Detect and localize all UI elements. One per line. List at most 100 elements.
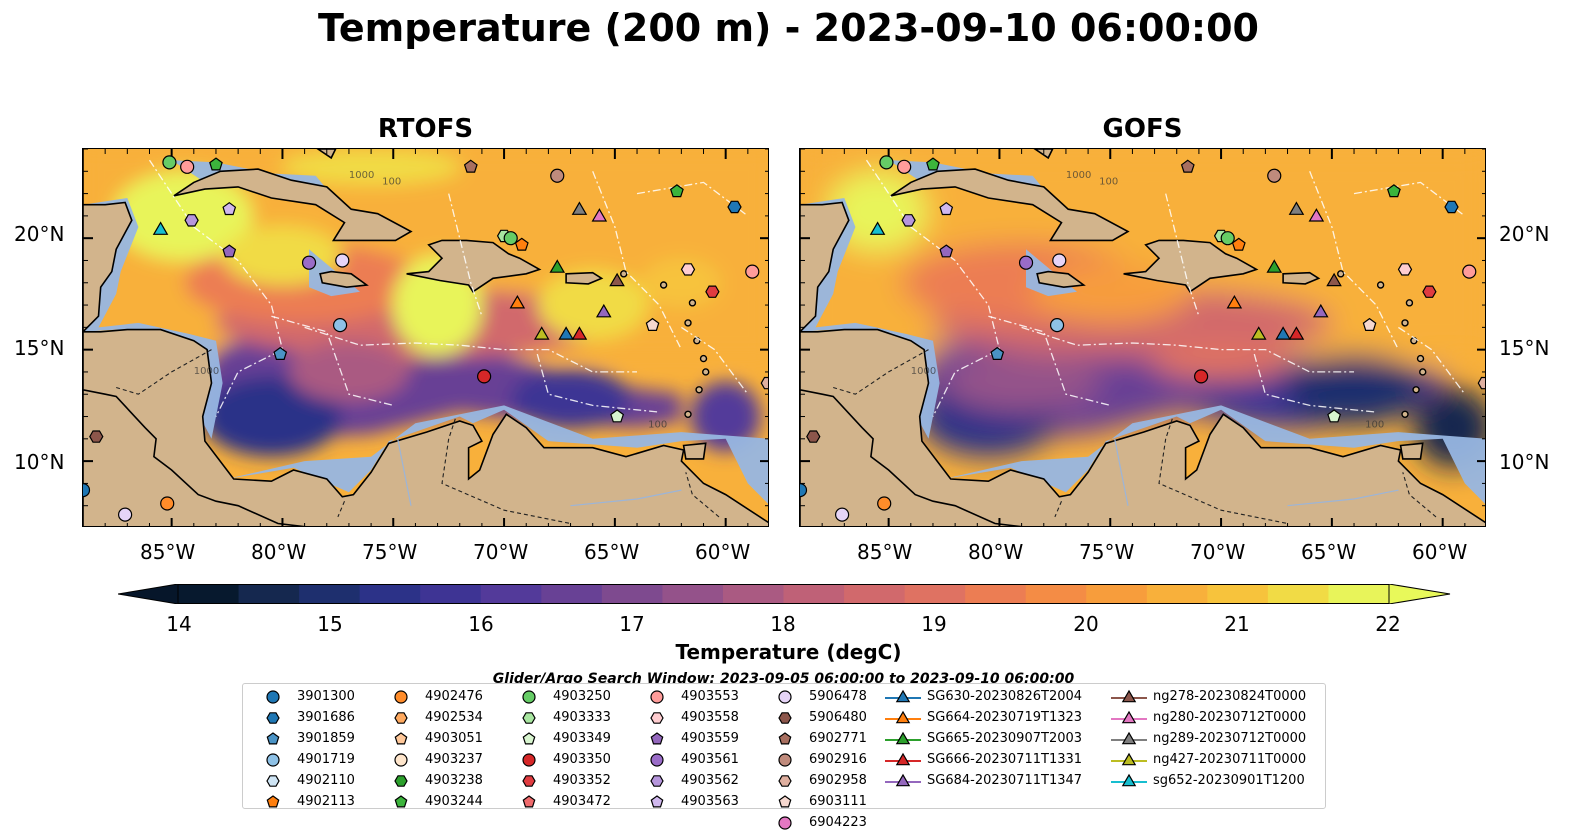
legend-marker-pentagon-icon (266, 795, 280, 808)
obs-marker-4903244 (926, 157, 940, 171)
colorbar-segment (1328, 584, 1390, 604)
legend-marker-pentagon-icon (650, 795, 664, 808)
legend-marker-circle-icon (650, 690, 664, 704)
obs-marker-SG664-20230719T1323 (1226, 294, 1243, 309)
legend-label: ng289-20230712T0000 (1153, 731, 1307, 746)
legend-label: 4903563 (681, 794, 739, 809)
colorbar-tick: 21 (1224, 612, 1250, 636)
legend-marker-hexagon-icon (778, 775, 792, 787)
colorbar-tick: 20 (1073, 612, 1099, 636)
contour-label: 1000 (1066, 170, 1091, 181)
obs-marker-ng280-20230712T0000 (1308, 208, 1325, 222)
lon-label-60w: 60°W (1412, 540, 1468, 564)
colorbar-tick: 22 (1375, 612, 1401, 636)
land-puerto-rico (1282, 271, 1321, 285)
land-jamaica (1036, 270, 1086, 289)
lon-label-85w: 85°W (857, 540, 913, 564)
colorbar-segment (480, 584, 542, 604)
legend-label: 3901859 (297, 731, 355, 746)
obs-marker-4903553 (180, 159, 195, 174)
legend-label: 6902916 (809, 752, 867, 767)
legend-label: SG684-20230711T1347 (927, 773, 1083, 788)
colorbar-segment (1025, 584, 1087, 604)
legend-label: 4903238 (425, 773, 483, 788)
colorbar-segment (541, 584, 603, 604)
legend-label: 3901300 (297, 689, 355, 704)
colorbar (118, 584, 1451, 604)
land-yucatan (800, 149, 850, 333)
legend-marker-hexagon-icon (394, 775, 408, 787)
legend-marker-hexagon-icon (394, 712, 408, 724)
legend-label: ng278-20230824T0000 (1153, 689, 1307, 704)
legend-marker-pentagon-icon (394, 732, 408, 745)
legend-marker-hexagon-icon (522, 712, 536, 724)
obs-marker-6902916 (1267, 168, 1282, 183)
obs-marker-4903563 (222, 201, 237, 216)
legend-label: SG666-20230711T1331 (927, 752, 1083, 767)
obs-marker-6903111 (1362, 317, 1377, 331)
obs-marker-SG630-20230826T2004 (558, 326, 574, 340)
legend-label: 6903111 (809, 794, 867, 809)
obs-marker-4903350 (1194, 369, 1209, 384)
legend-label: 4903244 (425, 794, 483, 809)
legend-label: SG664-20230719T1323 (927, 710, 1083, 725)
legend-label: 4903333 (553, 710, 611, 725)
legend-marker-hexagon-icon (650, 775, 664, 787)
legend-marker-triangle-icon (1121, 689, 1137, 703)
legend-label: 4903562 (681, 773, 739, 788)
legend-label: 6904223 (809, 815, 867, 830)
map-rtofs[interactable]: 1000 1000 100 100 (82, 148, 769, 527)
land-cuba (173, 168, 413, 242)
land-trinidad (682, 442, 707, 460)
obs-marker-3901300 (83, 483, 91, 498)
obs-marker-3901686 (727, 200, 742, 214)
obs-marker-4902476 (160, 496, 175, 511)
legend-marker-hexagon-icon (778, 712, 792, 724)
colorbar-segment (359, 584, 421, 604)
land-cuba (890, 168, 1130, 242)
colorbar-segment (965, 584, 1027, 604)
colorbar-segment (722, 584, 784, 604)
legend-marker-pentagon-icon (522, 795, 536, 808)
legend-label: 4903250 (553, 689, 611, 704)
obs-marker-6902958 (760, 376, 768, 390)
legend-label: 6902771 (809, 731, 867, 746)
legend-label: 4902113 (297, 794, 355, 809)
figure-title: Temperature (200 m) - 2023-09-10 06:00:0… (317, 6, 1259, 50)
legend-label: 4903558 (681, 710, 739, 725)
obs-marker-4902476 (877, 496, 892, 511)
legend-label: 4903051 (425, 731, 483, 746)
obs-marker-4903559 (939, 244, 954, 258)
colorbar-segment (662, 584, 724, 604)
legend-marker-pentagon-icon (778, 795, 792, 808)
legend-label: sg652-20230901T1200 (1153, 773, 1305, 788)
legend-marker-circle-icon (778, 753, 792, 767)
obs-marker-SG664-20230719T1323 (509, 294, 526, 309)
contour-label: 100 (382, 177, 401, 188)
map-gofs[interactable]: 1000 1000 100 100 (799, 148, 1486, 527)
colorbar-segment (783, 584, 845, 604)
legend-label: ng427-20230711T0000 (1153, 752, 1307, 767)
obs-marker-4903562 (901, 214, 916, 227)
obs-marker-5906478 (1052, 253, 1067, 268)
legend-label: 4902534 (425, 710, 483, 725)
obs-marker-ng427-20230711T0000 (1250, 326, 1267, 340)
obs-marker-ng289-20230712T0000 (1288, 201, 1305, 215)
legend-marker-triangle-icon (895, 773, 911, 787)
lon-label-80w: 80°W (968, 540, 1024, 564)
obs-marker-4903350 (477, 369, 492, 384)
colorbar-tick: 14 (166, 612, 192, 636)
legend-marker-circle-icon (650, 753, 664, 767)
contour-label: 100 (648, 420, 667, 431)
obs-marker-ng280-20230712T0000 (591, 208, 608, 222)
lon-label-65w: 65°W (1301, 540, 1357, 564)
obs-marker-5906478 (335, 253, 350, 268)
legend-marker-pentagon-icon (650, 732, 664, 745)
obs-marker-4903562 (184, 214, 199, 227)
obs-marker-4903553 (1462, 264, 1477, 279)
obs-marker-6902958 (1477, 376, 1485, 390)
colorbar-segment (1086, 584, 1148, 604)
legend-marker-circle-icon (522, 690, 536, 704)
obs-marker-4903244 (669, 184, 684, 198)
obs-marker-SG666-20230711T1331 (1288, 326, 1305, 340)
